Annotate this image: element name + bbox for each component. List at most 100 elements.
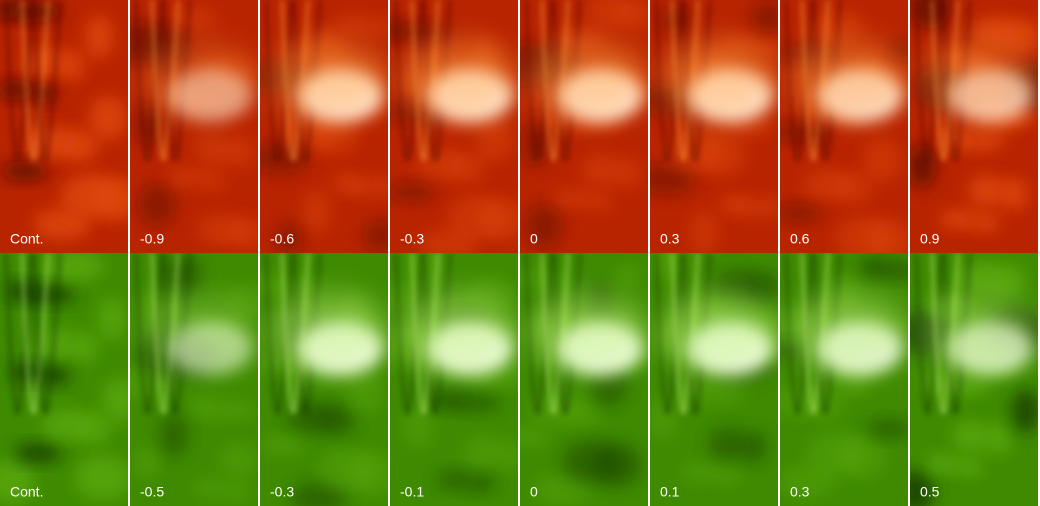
texture — [1012, 389, 1038, 433]
texture — [613, 157, 641, 189]
texture — [198, 170, 226, 190]
texture — [581, 154, 619, 186]
texture — [33, 208, 91, 240]
panel-label: 0.9 — [920, 231, 940, 247]
texture — [468, 473, 496, 493]
panel-label: -0.6 — [270, 231, 294, 247]
texture — [436, 470, 474, 490]
texture — [803, 169, 851, 201]
texture — [331, 173, 359, 193]
image-panel: 0.1 — [650, 253, 778, 506]
texture — [708, 428, 746, 460]
texture — [303, 189, 331, 233]
panel-label: Cont. — [10, 231, 43, 247]
image-panel: -0.6 — [260, 0, 388, 253]
bright-halo — [140, 293, 258, 373]
texture — [57, 49, 85, 81]
texture — [390, 20, 408, 40]
texture — [448, 195, 506, 239]
panel-label: 0.5 — [920, 484, 940, 500]
texture — [42, 409, 90, 441]
panel-label: 0 — [530, 484, 538, 500]
texture — [318, 448, 376, 492]
panel-label: -0.9 — [140, 231, 164, 247]
panel-label: -0.1 — [400, 484, 424, 500]
texture — [476, 117, 514, 161]
arc-streak — [32, 0, 62, 162]
texture — [562, 440, 620, 484]
texture — [188, 397, 216, 417]
texture — [910, 144, 936, 188]
separator — [258, 0, 260, 506]
texture — [924, 454, 962, 474]
texture — [220, 444, 258, 476]
panel-label: -0.3 — [270, 484, 294, 500]
texture — [89, 96, 127, 140]
image-panel: -0.9 — [130, 0, 258, 253]
texture — [14, 443, 62, 463]
panel-label: -0.3 — [400, 231, 424, 247]
bright-halo — [920, 293, 1038, 373]
texture — [166, 167, 204, 187]
texture — [260, 435, 306, 455]
panel-label: -0.5 — [140, 484, 164, 500]
texture — [496, 439, 518, 471]
texture — [676, 381, 704, 401]
bright-halo — [530, 40, 648, 120]
texture — [972, 212, 1000, 232]
bright-halo — [400, 293, 518, 373]
separator — [778, 0, 780, 506]
texture — [404, 405, 432, 449]
bright-halo — [270, 293, 388, 373]
texture — [520, 427, 550, 447]
texture — [806, 432, 864, 476]
separator — [908, 0, 910, 506]
texture — [780, 203, 823, 223]
texture — [718, 194, 746, 214]
image-panel: -0.3 — [260, 253, 388, 506]
texture — [680, 462, 718, 482]
texture — [286, 401, 334, 433]
texture — [940, 209, 978, 229]
texture — [198, 214, 246, 246]
texture — [363, 220, 388, 252]
bright-halo — [790, 293, 908, 373]
texture — [666, 129, 724, 173]
texture — [910, 470, 934, 506]
arc-streak — [20, 0, 50, 162]
texture — [102, 378, 128, 422]
texture — [936, 128, 964, 148]
image-panel: -0.3 — [390, 0, 518, 253]
image-panel: 0.3 — [780, 253, 908, 506]
image-panel: -0.5 — [130, 253, 258, 506]
texture — [972, 16, 1020, 48]
panel-label: 0.1 — [660, 484, 680, 500]
texture — [750, 1, 778, 33]
texture — [920, 373, 948, 393]
texture — [194, 133, 232, 165]
texture — [464, 436, 502, 468]
texture — [726, 116, 774, 136]
texture — [160, 413, 188, 457]
panel-label: 0.3 — [660, 231, 680, 247]
texture — [61, 174, 119, 218]
separator — [388, 0, 390, 506]
panel-label: Cont. — [10, 484, 43, 500]
texture — [614, 265, 642, 285]
texture — [525, 204, 563, 248]
bright-halo — [530, 293, 648, 373]
bright-halo — [920, 40, 1038, 120]
image-panel: 0 — [520, 0, 648, 253]
arc-streak — [4, 0, 34, 162]
image-panel: 0.5 — [910, 253, 1038, 506]
texture — [712, 465, 740, 485]
separator — [128, 0, 130, 506]
texture — [260, 273, 278, 293]
arc-streak — [20, 253, 50, 415]
panel-label: 0.3 — [790, 484, 810, 500]
texture — [956, 261, 1004, 293]
texture — [863, 138, 901, 182]
texture — [712, 269, 760, 301]
texture — [585, 0, 633, 27]
texture — [74, 456, 128, 500]
